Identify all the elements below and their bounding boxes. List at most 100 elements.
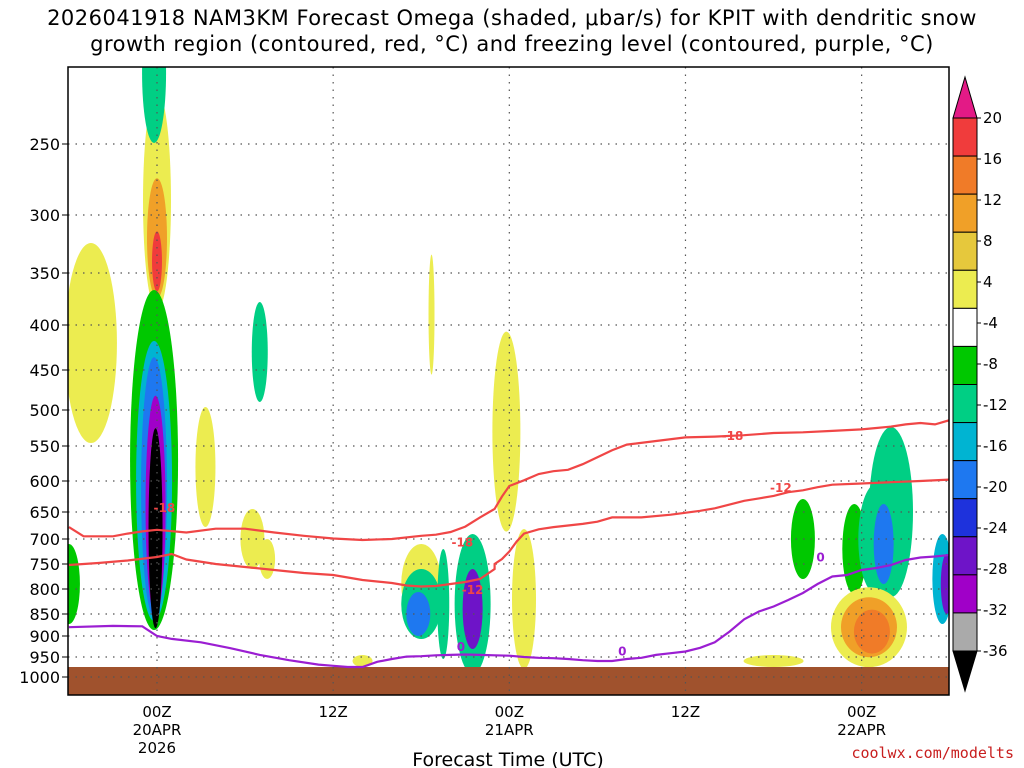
x-tick-label: 12Z <box>671 703 700 721</box>
contour-label: -12 <box>770 481 792 495</box>
contour--18 <box>68 419 949 542</box>
x-tick-label: 12Z <box>318 703 347 721</box>
colorbar-label: 4 <box>983 273 993 291</box>
y-tick-label: 650 <box>29 503 60 522</box>
colorbar-band <box>952 384 978 424</box>
contour-label: -12 <box>462 583 484 597</box>
x-tick-year: 2026 <box>138 739 176 757</box>
y-tick-label: 800 <box>29 580 60 599</box>
colorbar-label: 16 <box>983 150 1002 168</box>
omega-ascent-22apr-blue <box>873 504 894 584</box>
x-tick-label: 00Z <box>142 703 171 721</box>
y-tick-label: 700 <box>29 530 60 549</box>
y-tick-label: 250 <box>29 135 60 154</box>
contour-label: -18 <box>722 429 744 443</box>
colorbar-label: -16 <box>983 437 1008 455</box>
omega-descent-left <box>68 243 117 443</box>
omega-descent-surface-strip-2 <box>352 655 373 667</box>
chart-title-line-1: 2026041918 NAM3KM Forecast Omega (shaded… <box>47 6 977 30</box>
y-tick-label: 850 <box>29 605 60 624</box>
colorbar-band <box>952 574 978 614</box>
colorbar-label: -4 <box>983 314 998 332</box>
omega-descent-aloft-max <box>152 231 162 292</box>
contour-label: -18 <box>153 501 175 515</box>
colorbar: 20 16 12 8 4 -4 -8 -12 -16 -20 -24 -28 -32 -36 <box>952 75 1008 693</box>
omega-column-top <box>142 67 167 143</box>
contour-0 <box>68 553 949 669</box>
y-tick-label: 750 <box>29 555 60 574</box>
x-axis-title: Forecast Time (UTC) <box>412 749 603 768</box>
y-tick-label: 350 <box>29 264 60 283</box>
colorbar-label: 8 <box>983 232 993 250</box>
x-tick-date: 20APR <box>133 721 182 739</box>
colorbar-label: 20 <box>983 109 1002 127</box>
y-tick-label: 950 <box>29 648 60 667</box>
colorbar-band <box>952 612 978 652</box>
omega-descent-22apr-low-core <box>853 609 890 654</box>
y-tick-label: 900 <box>29 627 60 646</box>
omega-ascent-21apr-c <box>437 549 450 659</box>
colorbar-band <box>952 498 978 538</box>
colorbar-band <box>952 345 978 385</box>
omega-column-core <box>148 428 163 629</box>
omega-shading <box>68 67 949 674</box>
plot-frame <box>67 66 950 696</box>
contour-labels: -18 -18 -18 -12 -12 0 0 0 <box>153 429 824 658</box>
y-tick-label: 500 <box>29 401 60 420</box>
colorbar-top-arrow <box>952 75 978 119</box>
colorbar-band <box>952 422 978 462</box>
omega-ascent-21apr-b-purple <box>462 569 483 649</box>
omega-green-left-edge <box>68 544 80 624</box>
contour-label: 0 <box>618 644 626 658</box>
colorbar-label: -12 <box>983 396 1008 414</box>
colorbar-band <box>952 269 978 309</box>
colorbar-label: -32 <box>983 601 1008 619</box>
colorbar-band <box>952 155 978 195</box>
omega-descent-thin <box>428 254 435 375</box>
omega-descent-small-2 <box>259 539 276 579</box>
omega-ascent-22apr-green-d <box>869 427 913 597</box>
colorbar-band <box>952 307 978 347</box>
ground-surface <box>68 667 949 695</box>
omega-ascent-22apr-green-a <box>790 499 815 579</box>
omega-ascent-green-mid <box>251 302 268 402</box>
chart-title-line-2: growth region (contoured, red, °C) and f… <box>90 32 934 56</box>
y-tick-label: 300 <box>29 206 60 225</box>
colorbar-band <box>952 231 978 271</box>
colorbar-bottom-arrow <box>952 650 978 693</box>
y-tick-label: 400 <box>29 316 60 335</box>
x-tick-date: 22APR <box>837 721 886 739</box>
colorbar-label: -20 <box>983 478 1008 496</box>
y-tick-label: 550 <box>29 437 60 456</box>
contour--12 <box>68 478 949 588</box>
omega-descent-right-of-column <box>195 407 216 527</box>
contour-label: -18 <box>452 536 474 550</box>
y-tick-label: 600 <box>29 472 60 491</box>
omega-descent-surface-strip <box>743 655 804 667</box>
colorbar-label: 12 <box>983 191 1002 209</box>
colorbar-band <box>952 117 978 157</box>
colorbar-label: -8 <box>983 355 998 373</box>
omega-ascent-21apr-blue <box>406 592 431 636</box>
y-tick-label: 1000 <box>19 668 60 687</box>
colorbar-band <box>952 460 978 500</box>
x-tick-label: 00Z <box>847 703 876 721</box>
contour-label: 0 <box>457 640 465 654</box>
contour-lines <box>68 419 949 669</box>
x-tick-date: 21APR <box>485 721 534 739</box>
colorbar-label: -36 <box>983 642 1008 660</box>
credit-link[interactable]: coolwx.com/modelts <box>851 744 1014 762</box>
colorbar-band <box>952 193 978 233</box>
contour-label: 0 <box>816 551 824 565</box>
omega-ascent-right-edge-core <box>940 554 949 614</box>
omega-descent-small <box>240 509 265 569</box>
omega-descent-21apr-column <box>492 331 521 532</box>
x-tick-label: 00Z <box>495 703 524 721</box>
y-tick-label: 450 <box>29 361 60 380</box>
y-axis: 250 300 350 400 450 500 550 600 650 700 750 800 850 9… <box>19 135 68 687</box>
colorbar-label: -24 <box>983 519 1008 537</box>
colorbar-label: -28 <box>983 560 1008 578</box>
omega-descent-21apr-lower <box>512 529 536 669</box>
